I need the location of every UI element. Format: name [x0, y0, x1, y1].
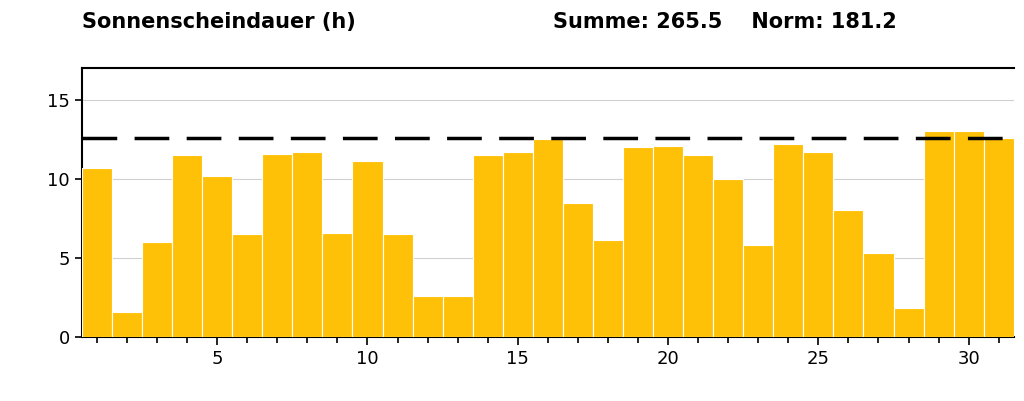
Bar [232, 234, 262, 337]
Bar [683, 155, 713, 337]
Bar [563, 203, 593, 337]
Bar [773, 144, 804, 337]
Text: Sonnenscheindauer (h): Sonnenscheindauer (h) [82, 12, 355, 32]
Bar [383, 234, 413, 337]
Bar [953, 132, 984, 337]
Bar [863, 253, 894, 337]
Bar [532, 139, 563, 337]
Bar [112, 312, 142, 337]
Bar [834, 211, 863, 337]
Bar [352, 162, 383, 337]
Bar [623, 147, 653, 337]
Bar [713, 179, 743, 337]
Bar [442, 296, 473, 337]
Bar [142, 242, 172, 337]
Bar [172, 155, 202, 337]
Bar [984, 138, 1014, 337]
Bar [473, 155, 503, 337]
Bar [924, 132, 953, 337]
Bar [292, 152, 323, 337]
Bar [323, 233, 352, 337]
Bar [413, 296, 442, 337]
Text: Summe: 265.5    Norm: 181.2: Summe: 265.5 Norm: 181.2 [553, 12, 897, 32]
Bar [804, 152, 834, 337]
Bar [503, 152, 532, 337]
Bar [894, 308, 924, 337]
Bar [202, 176, 232, 337]
Bar [593, 241, 623, 337]
Bar [743, 245, 773, 337]
Bar [653, 146, 683, 337]
Bar [262, 154, 292, 337]
Bar [82, 168, 112, 337]
